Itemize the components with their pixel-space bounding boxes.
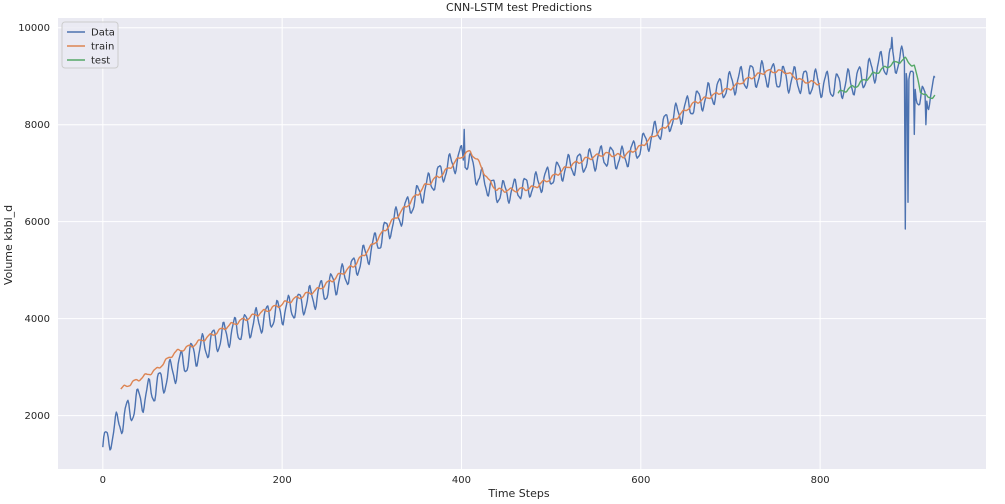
series-line-data bbox=[102, 36, 936, 451]
legend-label-data: Data bbox=[91, 28, 115, 39]
y-axis-ticks: 2000 4000 6000 8000 10000 bbox=[18, 23, 50, 422]
legend-box bbox=[61, 21, 119, 69]
y-axis-label: Volume kbbl_d bbox=[2, 205, 15, 285]
x-tick-label: 0 bbox=[100, 475, 106, 486]
legend: Data train test bbox=[61, 21, 119, 69]
series-lines bbox=[102, 36, 936, 451]
y-tick-label: 2000 bbox=[25, 411, 50, 422]
x-tick-label: 800 bbox=[811, 475, 830, 486]
y-tick-label: 10000 bbox=[18, 23, 50, 34]
legend-label-test: test bbox=[91, 56, 110, 67]
grid-lines bbox=[58, 18, 986, 469]
x-axis-ticks: 0 200 400 600 800 bbox=[100, 475, 830, 486]
y-tick-label: 6000 bbox=[25, 217, 50, 228]
x-axis-label: Time Steps bbox=[487, 487, 549, 500]
plot-background bbox=[58, 18, 986, 469]
legend-label-train: train bbox=[91, 42, 114, 53]
x-tick-label: 400 bbox=[452, 475, 471, 486]
y-tick-label: 8000 bbox=[25, 120, 50, 131]
x-tick-label: 600 bbox=[631, 475, 650, 486]
series-line-train bbox=[120, 69, 821, 390]
series-line-test bbox=[837, 56, 936, 100]
y-tick-label: 4000 bbox=[25, 314, 50, 325]
chart-title: CNN-LSTM test Predictions bbox=[446, 1, 592, 14]
x-tick-label: 200 bbox=[273, 475, 292, 486]
